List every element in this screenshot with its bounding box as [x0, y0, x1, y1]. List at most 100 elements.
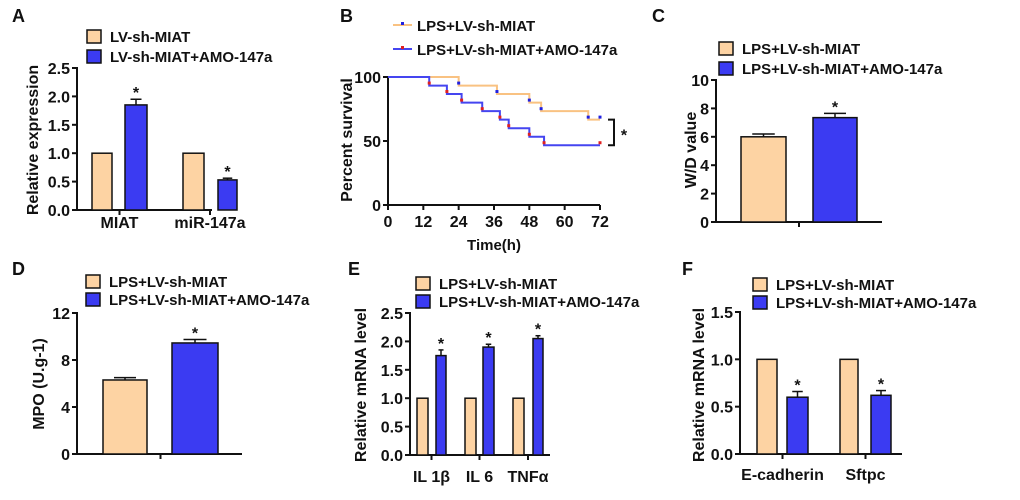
censor-mark	[598, 141, 602, 145]
legend-label: LPS+LV-sh-MIAT+AMO-147a	[417, 42, 618, 59]
legend-label: LPS+LV-sh-MIAT	[439, 276, 557, 293]
significance-mark: *	[133, 85, 140, 102]
censor-mark	[507, 124, 511, 128]
bar	[91, 152, 113, 211]
panel-letter: D	[12, 259, 25, 279]
legend-swatch	[415, 294, 431, 309]
bar	[512, 397, 525, 456]
legend-swatch	[752, 295, 768, 310]
panel-letter: F	[682, 259, 693, 279]
x-tick-label: 36	[485, 214, 503, 231]
y-tick-label: 0.5	[48, 175, 70, 192]
x-tick-label: 48	[520, 214, 538, 231]
legend-swatch	[718, 61, 734, 76]
y-tick-label: 0.5	[711, 400, 733, 417]
legend-swatch	[86, 49, 102, 64]
significance-mark: *	[438, 336, 445, 353]
x-tick-label: TNFα	[508, 469, 549, 486]
bar	[171, 342, 219, 455]
legend-swatch	[85, 274, 101, 289]
legend-label: LPS+LV-sh-MIAT+AMO-147a	[776, 295, 977, 312]
legend-label: LPS+LV-sh-MIAT	[776, 277, 894, 294]
bar	[435, 354, 447, 456]
bar	[532, 337, 544, 456]
censor-mark	[445, 90, 449, 94]
x-tick-label: 24	[450, 214, 468, 231]
bar	[482, 346, 495, 456]
x-tick-label: IL 1β	[413, 469, 450, 486]
bar	[102, 379, 148, 455]
significance-mark: *	[878, 377, 885, 394]
legend-label: LPS+LV-sh-MIAT+AMO-147a	[439, 294, 640, 311]
legend-label: LPS+LV-sh-MIAT+AMO-147a	[109, 292, 310, 309]
y-tick-label: 0	[700, 215, 709, 232]
x-tick-label: 72	[591, 214, 609, 231]
y-tick-label: 0.0	[711, 447, 733, 464]
significance-mark: *	[794, 378, 801, 395]
survival-curve	[388, 76, 600, 147]
survival-curve	[388, 76, 600, 121]
panel-letter: E	[348, 259, 360, 279]
y-tick-label: 4	[700, 158, 709, 175]
legend-label: LV-sh-MIAT	[110, 29, 190, 46]
x-tick-label: MIAT	[101, 215, 139, 232]
y-tick-label: 2	[700, 187, 709, 204]
panel-letter: B	[340, 6, 353, 26]
legend-swatch	[415, 276, 431, 291]
y-tick-label: 100	[354, 70, 381, 87]
x-tick-label: 12	[414, 214, 432, 231]
bar	[756, 358, 778, 455]
x-tick-label: 0	[384, 214, 393, 231]
panel-C: C 0 2 4 6 8 10 W/D value LPS+LV-sh-MIAT LPS+LV-sh…	[652, 6, 943, 232]
significance-mark: *	[192, 325, 199, 342]
censor-mark	[457, 81, 461, 85]
censor-mark	[598, 115, 602, 119]
x-tick-label: Sftpc	[846, 467, 886, 484]
y-tick-label: 1.5	[48, 118, 70, 135]
bar	[217, 179, 238, 211]
significance-bracket	[608, 118, 615, 147]
significance-mark: *	[485, 330, 492, 347]
y-axis-label: Relative mRNA level	[353, 308, 370, 462]
y-tick-label: 6	[700, 130, 709, 147]
y-tick-label: 0.5	[381, 420, 403, 437]
y-tick-label: 50	[363, 134, 381, 151]
significance-mark: *	[535, 322, 542, 339]
y-tick-label: 0	[372, 198, 381, 215]
y-tick-label: 12	[52, 306, 70, 323]
bar	[839, 358, 859, 455]
y-tick-label: 8	[61, 353, 70, 370]
significance-mark: *	[224, 164, 231, 181]
y-tick-label: 8	[700, 101, 709, 118]
bar	[124, 104, 148, 211]
bar	[812, 116, 858, 223]
legend-swatch	[718, 41, 734, 56]
y-tick-label: 1.0	[381, 391, 403, 408]
legend-marker	[401, 22, 404, 25]
x-tick-label: E-cadherin	[741, 467, 824, 484]
y-tick-label: 0.0	[381, 448, 403, 465]
legend-swatch	[752, 277, 768, 292]
legend-marker	[401, 46, 404, 49]
legend-swatch	[85, 292, 101, 307]
legend-label: LPS+LV-sh-MIAT	[417, 18, 535, 35]
legend-label: LPS+LV-sh-MIAT	[109, 274, 227, 291]
panel-letter: C	[652, 6, 665, 26]
panel-letter: A	[12, 6, 25, 26]
legend-label: LPS+LV-sh-MIAT+AMO-147a	[742, 61, 943, 78]
y-tick-label: 2.5	[381, 306, 403, 323]
censor-mark	[498, 115, 502, 119]
y-tick-label: 4	[61, 400, 70, 417]
legend-label: LV-sh-MIAT+AMO-147a	[110, 49, 273, 66]
y-tick-label: 2.0	[381, 334, 403, 351]
panel-E: E 0.0 0.5 1.0 1.5 2.0 2.5 Relative mRNA level LP…	[348, 259, 640, 486]
y-axis-label: Relative expression	[25, 65, 42, 215]
censor-mark	[539, 107, 543, 111]
censor-mark	[542, 141, 546, 145]
y-tick-label: 0	[61, 447, 70, 464]
significance-mark: *	[832, 99, 839, 116]
censor-mark	[460, 98, 464, 102]
